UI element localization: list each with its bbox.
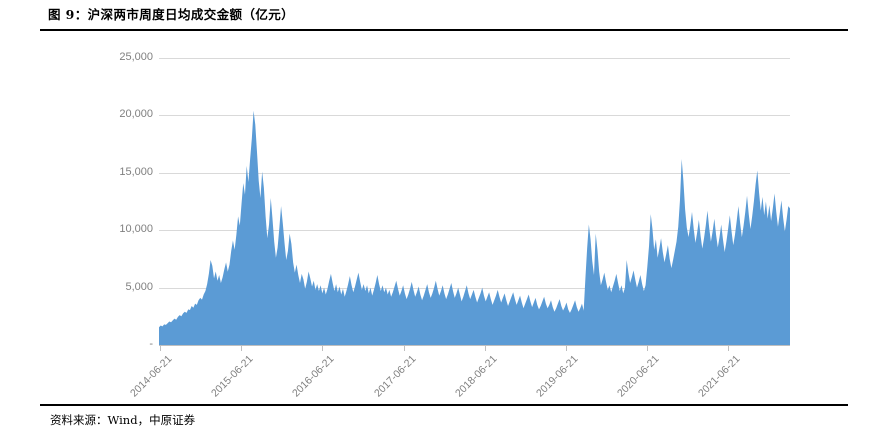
x-axis-tick bbox=[403, 345, 405, 351]
x-axis-tick bbox=[484, 345, 486, 351]
x-axis-tick bbox=[566, 345, 567, 351]
x-axis-tick-label: 2014-06-21 bbox=[128, 353, 175, 400]
x-axis-tick-label: 2019-06-21 bbox=[534, 353, 581, 400]
gridline bbox=[159, 172, 790, 174]
gridline bbox=[159, 115, 790, 117]
area-series-path bbox=[159, 110, 790, 345]
y-axis-tick-label: 25,000 bbox=[119, 51, 153, 63]
source-note: 资料来源：Wind，中原证券 bbox=[50, 413, 196, 427]
x-axis-tick-label: 2021-06-21 bbox=[696, 353, 743, 400]
gridline bbox=[159, 230, 790, 232]
plot-area bbox=[159, 58, 790, 351]
page-title: 图 9：沪深两市周度日均成交金额（亿元） bbox=[48, 7, 295, 22]
chart-container: - 5,000 10,000 15,000 20,000 25,000 2014-06-2… bbox=[0, 33, 888, 399]
x-axis-tick-label: 2015-06-21 bbox=[209, 353, 256, 400]
y-axis-tick-label: 10,000 bbox=[119, 223, 153, 236]
gridline bbox=[159, 287, 790, 289]
area-series-chart bbox=[159, 110, 790, 345]
x-axis-line bbox=[159, 345, 790, 346]
x-axis-tick-label: 2020-06-21 bbox=[615, 353, 662, 400]
y-axis-tick-label: 20,000 bbox=[119, 108, 153, 121]
x-axis-tick bbox=[160, 345, 161, 351]
x-axis-tick-label: 2017-06-21 bbox=[371, 353, 419, 400]
x-axis-tick bbox=[241, 345, 243, 351]
footer-divider bbox=[40, 404, 848, 406]
gridline bbox=[159, 58, 790, 59]
x-axis-tick-label: 2016-06-21 bbox=[290, 353, 337, 400]
y-axis-labels: - 5,000 10,000 15,000 20,000 25,000 bbox=[83, 52, 153, 350]
x-axis-tick bbox=[728, 345, 730, 351]
title-divider bbox=[40, 29, 848, 31]
x-axis-tick bbox=[647, 345, 649, 351]
y-axis-tick-label: 5,000 bbox=[125, 280, 153, 293]
y-axis-tick-label: 15,000 bbox=[119, 165, 153, 178]
x-axis-tick-label: 2018-06-21 bbox=[452, 353, 500, 400]
x-axis-tick bbox=[322, 345, 324, 351]
y-axis-tick-label: - bbox=[149, 338, 153, 350]
